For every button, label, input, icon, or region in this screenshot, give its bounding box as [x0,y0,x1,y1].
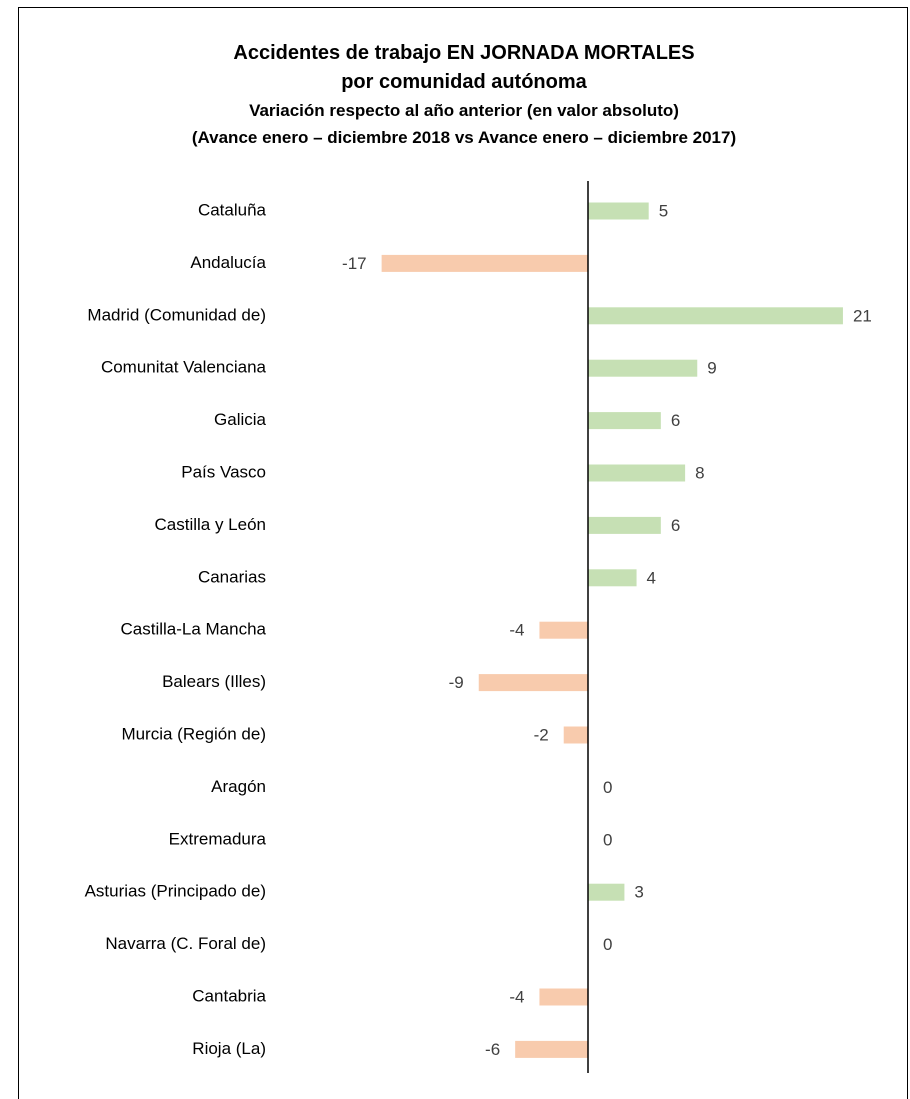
category-label: Rioja (La) [192,1039,266,1058]
bar [588,464,686,482]
value-label: -4 [509,987,524,1006]
bar [588,202,649,220]
category-label: Cantabria [192,986,266,1005]
value-label: 8 [695,463,704,482]
bar [588,359,698,377]
category-label: Cataluña [198,200,267,219]
chart-subtitle: Variación respecto al año anterior (en v… [249,101,679,120]
category-label: Canarias [198,567,266,586]
bar [588,412,661,430]
category-label: Andalucía [190,253,266,272]
bar [478,674,588,692]
bar [563,726,588,744]
chart-frame: Accidentes de trabajo EN JORNADA MORTALE… [18,7,908,1099]
category-label: Galicia [214,410,267,429]
bar [588,883,625,901]
value-label: -4 [509,621,524,640]
bar [515,1040,588,1058]
category-label: Extremadura [169,829,267,848]
value-label: 4 [647,568,656,587]
value-label: -17 [342,254,367,273]
category-label: Balears (Illes) [162,672,266,691]
bar [588,307,843,325]
category-label: Murcia (Región de) [121,724,266,743]
value-label: 6 [671,516,680,535]
category-label: Asturias (Principado de) [85,882,266,901]
value-label: -9 [449,673,464,692]
value-label: 3 [634,883,643,902]
chart-subtitle-line2: (Avance enero – diciembre 2018 vs Avance… [191,128,737,147]
value-label: 5 [659,201,668,220]
value-label: 9 [707,359,716,378]
value-label: 0 [603,830,612,849]
value-label: 6 [671,411,680,430]
value-label: 0 [603,778,612,797]
category-label: País Vasco [181,462,266,481]
category-label: Navarra (C. Foral de) [105,934,266,953]
bar [381,254,588,272]
value-label: 21 [853,306,872,325]
chart-titles: Accidentes de trabajo EN JORNADA MORTALE… [19,39,909,151]
value-label: -2 [534,725,549,744]
value-label: 0 [603,935,612,954]
bar [588,516,661,534]
value-label: -6 [485,1040,500,1059]
category-label: Comunitat Valenciana [101,358,267,377]
chart-title-line2: por comunidad autónoma [341,71,587,93]
category-label: Aragón [211,777,266,796]
chart-title: Accidentes de trabajo EN JORNADA MORTALE… [233,42,695,64]
bar [539,988,588,1006]
bar [539,621,588,639]
bar [588,569,637,587]
category-label: Castilla-La Mancha [120,620,266,639]
category-label: Castilla y León [154,515,266,534]
category-label: Madrid (Comunidad de) [87,305,266,324]
